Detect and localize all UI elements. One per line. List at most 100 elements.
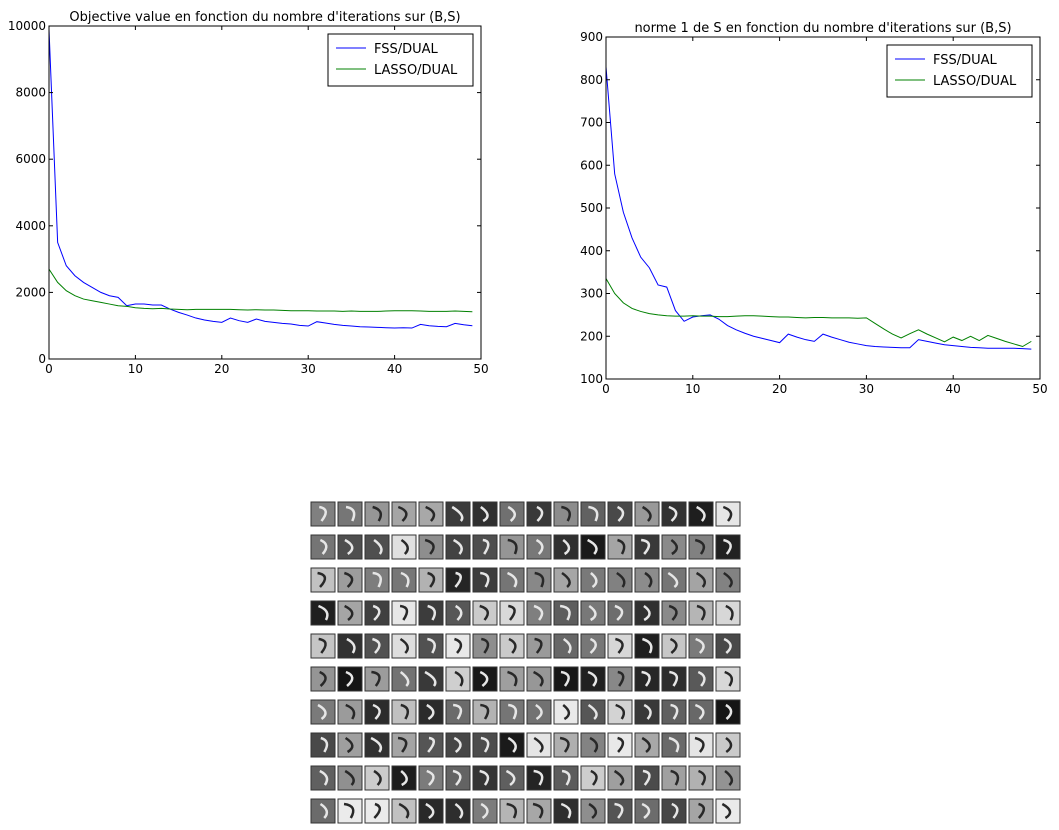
patch-stroke bbox=[533, 769, 544, 786]
image-patch bbox=[553, 765, 579, 791]
image-patch bbox=[472, 501, 498, 527]
image-patch bbox=[391, 666, 417, 692]
patch-stroke bbox=[667, 571, 679, 589]
image-patch bbox=[310, 666, 336, 692]
patch-stroke bbox=[454, 802, 464, 819]
y-tick-label: 10000 bbox=[8, 19, 46, 33]
image-patch bbox=[337, 765, 363, 791]
image-patch bbox=[337, 732, 363, 758]
patch-stroke bbox=[614, 604, 624, 621]
patch-stroke bbox=[319, 538, 328, 555]
image-patch bbox=[337, 600, 363, 626]
patch-stroke bbox=[561, 505, 571, 522]
image-patch bbox=[715, 798, 741, 824]
patch-stroke bbox=[534, 571, 545, 588]
image-patch bbox=[661, 633, 687, 659]
image-patch bbox=[337, 666, 363, 692]
patch-stroke bbox=[424, 670, 437, 687]
patch-stroke bbox=[343, 802, 355, 819]
image-patch bbox=[526, 798, 552, 824]
image-patch bbox=[310, 732, 336, 758]
image-patch bbox=[688, 600, 714, 626]
image-patch bbox=[418, 600, 444, 626]
patch-stroke bbox=[399, 604, 409, 621]
image-patch bbox=[580, 732, 606, 758]
patch-stroke bbox=[319, 769, 329, 786]
patch-stroke bbox=[617, 670, 625, 687]
patch-stroke bbox=[587, 670, 598, 687]
patch-stroke bbox=[426, 769, 435, 786]
image-patch bbox=[310, 501, 336, 527]
patch-stroke bbox=[319, 670, 327, 687]
patch-stroke bbox=[642, 769, 651, 786]
image-patch bbox=[472, 798, 498, 824]
patch-stroke bbox=[399, 637, 409, 654]
patch-stroke bbox=[345, 703, 356, 720]
image-patch bbox=[418, 666, 444, 692]
patch-stroke bbox=[589, 736, 599, 753]
image-patch bbox=[472, 534, 498, 560]
image-patch bbox=[526, 633, 552, 659]
image-patch bbox=[715, 699, 741, 725]
patch-stroke bbox=[427, 637, 436, 654]
x-tick-label: 40 bbox=[387, 362, 402, 376]
image-patch bbox=[688, 798, 714, 824]
patch-stroke bbox=[317, 703, 327, 721]
image-patch bbox=[418, 732, 444, 758]
image-patch bbox=[445, 534, 471, 560]
image-patch bbox=[472, 699, 498, 725]
patch-stroke bbox=[318, 637, 327, 654]
y-tick-label: 800 bbox=[580, 73, 603, 87]
image-patch bbox=[607, 765, 633, 791]
patch-stroke bbox=[426, 703, 435, 721]
patch-stroke bbox=[723, 637, 732, 654]
patch-stroke bbox=[479, 604, 490, 621]
patch-stroke bbox=[724, 670, 734, 687]
image-patch bbox=[526, 501, 552, 527]
image-patch bbox=[337, 699, 363, 725]
patch-stroke bbox=[697, 802, 706, 819]
x-tick-label: 20 bbox=[772, 382, 787, 396]
patch-stroke bbox=[694, 538, 706, 555]
patch-stroke bbox=[562, 704, 571, 721]
image-patch bbox=[526, 732, 552, 758]
patch-stroke bbox=[480, 637, 490, 654]
patch-stroke bbox=[425, 802, 435, 820]
plot-frame bbox=[48, 25, 482, 360]
patch-stroke bbox=[344, 769, 355, 786]
patch-stroke bbox=[640, 538, 651, 555]
y-tick-label: 4000 bbox=[15, 219, 46, 233]
y-tick-label: 0 bbox=[38, 352, 46, 366]
image-patch bbox=[715, 666, 741, 692]
data-line bbox=[48, 29, 473, 329]
image-patch bbox=[607, 732, 633, 758]
patch-stroke bbox=[616, 505, 625, 522]
image-patch bbox=[391, 732, 417, 758]
y-tick-label: 8000 bbox=[15, 86, 46, 100]
image-patch bbox=[553, 633, 579, 659]
patch-stroke bbox=[696, 505, 706, 522]
patch-stroke bbox=[506, 802, 517, 819]
x-tick-label: 50 bbox=[1032, 382, 1047, 396]
image-patch bbox=[499, 600, 525, 626]
patch-stroke bbox=[588, 505, 599, 522]
patch-stroke bbox=[641, 802, 651, 819]
x-tick-label: 20 bbox=[214, 362, 229, 376]
image-patch bbox=[499, 798, 525, 824]
patch-stroke bbox=[372, 637, 381, 654]
image-patch bbox=[553, 567, 579, 593]
image-patch bbox=[364, 798, 390, 824]
image-patch bbox=[607, 798, 633, 824]
image-patch bbox=[715, 600, 741, 626]
image-patch bbox=[418, 798, 444, 824]
patch-stroke bbox=[507, 670, 518, 687]
image-patch bbox=[472, 567, 498, 593]
image-patch bbox=[553, 699, 579, 725]
image-patch bbox=[715, 501, 741, 527]
image-patch bbox=[499, 732, 525, 758]
image-patch bbox=[661, 765, 687, 791]
image-patch bbox=[634, 567, 660, 593]
image-patch bbox=[688, 765, 714, 791]
patch-stroke bbox=[345, 505, 356, 522]
patch-stroke bbox=[694, 736, 705, 753]
